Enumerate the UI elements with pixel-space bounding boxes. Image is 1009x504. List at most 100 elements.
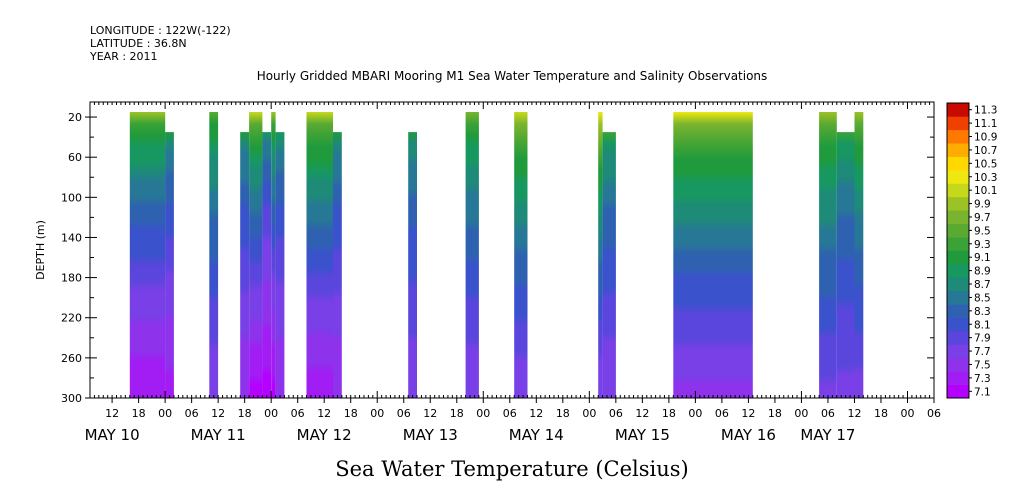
colorbar-swatch	[947, 330, 969, 345]
colorbar-swatch	[947, 357, 969, 372]
x-tick-label: 00	[370, 407, 384, 420]
data-block-8	[306, 112, 333, 398]
colorbar-label: 8.3	[974, 306, 991, 318]
data-block-7	[275, 132, 285, 398]
colorbar-swatch	[947, 250, 969, 265]
y-tick-label: 60	[68, 151, 82, 164]
colorbar-label: 7.9	[974, 333, 991, 345]
x-tick-label: 18	[662, 407, 676, 420]
colorbar-label: 9.9	[974, 199, 991, 211]
colorbar-swatch	[947, 237, 969, 251]
colorbar-label: 10.7	[974, 145, 997, 157]
colorbar-label: 8.9	[974, 266, 991, 278]
colorbar-swatch	[947, 210, 969, 224]
x-day-label: MAY 16	[721, 426, 776, 444]
x-day-label: MAY 13	[403, 426, 458, 444]
x-tick-label: 06	[291, 407, 305, 420]
colorbar-label: 7.5	[974, 359, 991, 371]
x-tick-label: 18	[238, 407, 252, 420]
data-block-5	[262, 132, 272, 398]
year-label: YEAR : 2011	[89, 50, 158, 63]
x-tick-label: 06	[821, 407, 835, 420]
colorbar-swatch	[947, 304, 969, 318]
data-block-3	[240, 132, 249, 398]
colorbar-label: 8.1	[974, 319, 991, 331]
x-tick-label: 12	[741, 407, 755, 420]
data-block-18	[854, 112, 864, 398]
x-tick-label: 06	[397, 407, 411, 420]
colorbar-swatch	[947, 371, 969, 385]
data-block-6	[271, 112, 276, 398]
colorbar-swatch	[947, 263, 969, 278]
data-block-1	[165, 132, 174, 398]
longitude-label: LONGITUDE : 122W(-122)	[90, 24, 231, 37]
colorbar-label: 8.5	[974, 292, 991, 304]
colorbar-swatch	[947, 183, 969, 198]
colorbar-label: 8.7	[974, 279, 991, 291]
y-tick-label: 260	[61, 352, 82, 365]
x-tick-label: 12	[423, 407, 437, 420]
x-tick-label: 06	[715, 407, 729, 420]
colorbar-swatch	[947, 170, 969, 184]
x-tick-label: 12	[847, 407, 861, 420]
colorbar-swatch	[947, 344, 969, 359]
y-tick-label: 140	[61, 231, 82, 244]
colorbar-label: 7.3	[974, 373, 991, 385]
x-tick-label: 18	[450, 407, 464, 420]
colorbar-label: 9.5	[974, 225, 991, 237]
x-tick-label: 18	[344, 407, 358, 420]
data-block-9	[333, 132, 342, 398]
y-tick-label: 20	[68, 111, 82, 124]
x-tick-label: 00	[900, 407, 914, 420]
data-block-11	[465, 112, 479, 398]
plot-frame	[89, 101, 935, 399]
data-block-13	[598, 112, 603, 398]
y-tick-label: 220	[61, 312, 82, 325]
data-block-15	[673, 112, 753, 398]
x-tick-label: 00	[264, 407, 278, 420]
y-axis-title: DEPTH (m)	[34, 220, 47, 280]
colorbar-label: 9.3	[974, 239, 991, 251]
colorbar-frame	[946, 102, 970, 399]
data-block-14	[602, 132, 616, 398]
colorbar-swatch	[947, 277, 969, 292]
colorbar-swatch	[947, 290, 969, 305]
x-tick-label: 06	[503, 407, 517, 420]
x-axis-title: Sea Water Temperature (Celsius)	[335, 457, 689, 481]
x-tick-label: 12	[635, 407, 649, 420]
x-tick-label: 00	[794, 407, 808, 420]
colorbar-swatch	[947, 196, 969, 211]
x-day-label: MAY 10	[85, 426, 140, 444]
x-day-label: MAY 14	[509, 426, 564, 444]
x-tick-label: 18	[874, 407, 888, 420]
colorbar-swatch	[947, 116, 969, 131]
chart-title: Hourly Gridded MBARI Mooring M1 Sea Wate…	[257, 69, 768, 83]
colorbar-swatch	[947, 156, 969, 171]
x-tick-label: 06	[927, 407, 941, 420]
x-tick-label: 12	[317, 407, 331, 420]
y-tick-label: 300	[61, 392, 82, 405]
x-day-label: MAY 17	[800, 426, 855, 444]
x-tick-label: 12	[529, 407, 543, 420]
colorbar-swatch	[947, 143, 969, 157]
colorbar-swatch	[947, 129, 969, 144]
colorbar-label: 10.5	[974, 158, 997, 170]
x-tick-label: 00	[158, 407, 172, 420]
colorbar-label: 10.1	[974, 185, 997, 197]
x-tick-label: 12	[211, 407, 225, 420]
x-tick-label: 06	[609, 407, 623, 420]
x-tick-label: 18	[768, 407, 782, 420]
colorbar-label: 7.7	[974, 346, 991, 358]
colorbar-label: 7.1	[974, 386, 991, 398]
data-block-0	[129, 112, 166, 398]
data-block-10	[408, 132, 417, 398]
data-block-2	[209, 112, 219, 398]
colorbar-swatch	[947, 223, 969, 238]
x-tick-label: 00	[582, 407, 596, 420]
data-blocks	[129, 112, 864, 398]
colorbar-label: 11.3	[974, 105, 997, 117]
x-tick-label: 06	[185, 407, 199, 420]
colorbar-swatch	[947, 103, 969, 117]
colorbar-label: 9.1	[974, 252, 991, 264]
